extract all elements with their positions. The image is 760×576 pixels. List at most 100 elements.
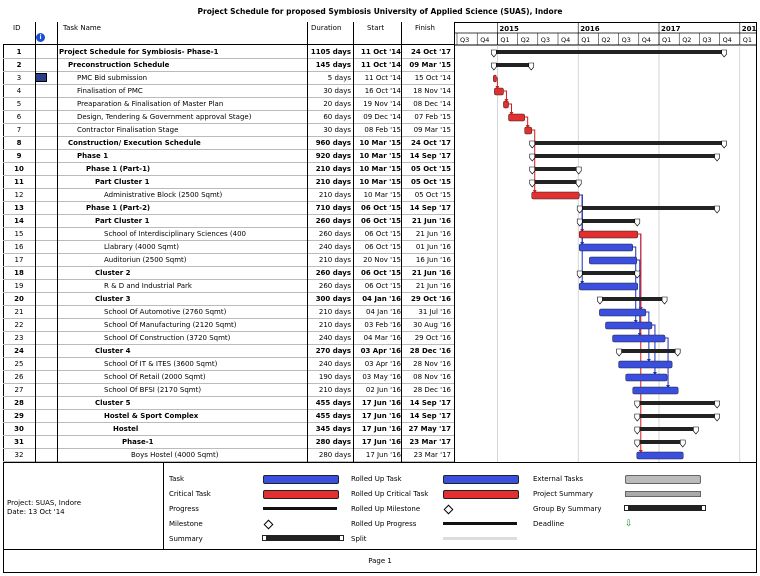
table-row[interactable]: 5 Preaparation & Finalisation of Master P…: [3, 98, 455, 111]
task-finish: 29 Oct '16: [414, 334, 451, 342]
task-duration: 210 days: [315, 165, 351, 173]
table-row[interactable]: 16 Llabrary (4000 Sqmt) 240 days 06 Oct '15…: [3, 241, 455, 254]
project-date: Date: 13 Oct '14: [7, 508, 65, 516]
table-row[interactable]: 30 Hostel 345 days 17 Jun '16 27 May '17: [3, 423, 455, 436]
task-id: 31: [14, 438, 24, 446]
critical-task-bar[interactable]: [493, 74, 497, 83]
link-arrow: [532, 190, 537, 193]
legend-label: Task: [169, 475, 185, 483]
table-row[interactable]: 24 Cluster 4 270 days 03 Apr '16 28 Dec '16: [3, 345, 455, 358]
table-row[interactable]: 11 Part Cluster 1 210 days 10 Mar '15 05 Oct…: [3, 176, 455, 189]
summary-bar[interactable]: [493, 50, 725, 54]
table-row[interactable]: 4 Finalisation of PMC 30 days 16 Oct '14 18 …: [3, 85, 455, 98]
table-row[interactable]: 23 School Of Construction (3720 Sqmt) 240 …: [3, 332, 455, 345]
critical-task-bar[interactable]: [524, 126, 532, 135]
table-row[interactable]: 3 PMC Bid submission 5 days 11 Oct '14 15 Oc…: [3, 72, 455, 85]
task-id: 1: [16, 48, 22, 56]
task-finish: 28 Dec '16: [409, 347, 451, 355]
critical-task-bar[interactable]: [531, 191, 580, 200]
task-duration: 280 days: [315, 438, 351, 446]
task-id: 19: [14, 282, 24, 290]
summary-bar[interactable]: [579, 206, 718, 210]
table-row[interactable]: 7 Contractor Finalisation Stage 30 days 08 …: [3, 124, 455, 137]
table-row[interactable]: 17 Auditoriun (2500 Sqmt) 210 days 20 Nov '…: [3, 254, 455, 267]
table-row[interactable]: 15 School of Interdisciplinary Sciences (…: [3, 228, 455, 241]
summary-bar[interactable]: [493, 63, 532, 67]
task-finish: 30 Aug '16: [413, 321, 451, 329]
table-row[interactable]: 32 Boys Hostel (4000 Sqmt) 280 days 17 Jun …: [3, 449, 455, 462]
summary-bar[interactable]: [531, 167, 580, 171]
link-arrow: [504, 99, 509, 102]
task-start: 10 Mar '15: [359, 165, 401, 173]
task-bar[interactable]: [625, 373, 668, 382]
summary-bar[interactable]: [636, 427, 697, 431]
col-duration[interactable]: Duration: [311, 24, 342, 32]
table-row[interactable]: 27 School Of BFSI (2170 Sqmt) 210 days 02 J…: [3, 384, 455, 397]
link-arrow: [495, 86, 500, 89]
table-row[interactable]: 19 R & D and Industrial Park 260 days 06 Oc…: [3, 280, 455, 293]
summary-bar[interactable]: [618, 349, 679, 353]
legend-symbol-critical: [443, 490, 519, 499]
task-bar[interactable]: [605, 321, 653, 330]
col-start[interactable]: Start: [367, 24, 385, 32]
task-bar[interactable]: [618, 360, 673, 369]
task-duration: 190 days: [318, 373, 351, 381]
task-name: School Of Retail (2000 Sqmt): [104, 373, 206, 381]
table-header: ID i Task Name Duration Start Finish: [3, 22, 455, 45]
col-finish[interactable]: Finish: [415, 24, 435, 32]
summary-bar[interactable]: [531, 141, 725, 145]
note-icon[interactable]: [35, 73, 47, 82]
summary-bar[interactable]: [636, 414, 718, 418]
summary-bar[interactable]: [599, 297, 666, 301]
table-row[interactable]: 26 School Of Retail (2000 Sqmt) 190 days 03…: [3, 371, 455, 384]
quarter-label: Q3: [622, 36, 631, 44]
critical-task-bar[interactable]: [578, 230, 639, 239]
summary-bar[interactable]: [579, 271, 638, 275]
summary-bar[interactable]: [531, 180, 580, 184]
task-start: 03 Feb '16: [364, 321, 401, 329]
task-bar[interactable]: [578, 282, 639, 291]
critical-task-bar[interactable]: [494, 87, 504, 96]
table-row[interactable]: 6 Design, Tendering & Government approval…: [3, 111, 455, 124]
table-row[interactable]: 28 Cluster 5 455 days 17 Jun '16 14 Sep '17: [3, 397, 455, 410]
task-bar[interactable]: [636, 451, 684, 460]
table-row[interactable]: 1 Project Schedule for Symbiosis- Phase-1…: [3, 46, 455, 59]
task-bar[interactable]: [599, 308, 647, 317]
task-finish: 14 Sep '17: [409, 152, 451, 160]
table-row[interactable]: 8 Construction/ Execution Schedule 960 day…: [3, 137, 455, 150]
summary-bar[interactable]: [531, 154, 718, 158]
table-row[interactable]: 31 Phase-1 280 days 17 Jun '16 23 Mar '17: [3, 436, 455, 449]
indicator-cell: [35, 85, 55, 98]
info-icon[interactable]: i: [36, 33, 45, 42]
table-row[interactable]: 18 Cluster 2 260 days 06 Oct '15 21 Jun '16: [3, 267, 455, 280]
task-duration: 710 days: [315, 204, 351, 212]
task-bar[interactable]: [612, 334, 666, 343]
table-row[interactable]: 14 Part Cluster 1 260 days 06 Oct '15 21 Jun…: [3, 215, 455, 228]
task-bar[interactable]: [578, 243, 633, 252]
table-row[interactable]: 25 School Of IT & ITES (3600 Sqmt) 240 day…: [3, 358, 455, 371]
table-row[interactable]: 29 Hostel & Sport Complex 455 days 17 Jun '…: [3, 410, 455, 423]
table-row[interactable]: 20 Cluster 3 300 days 04 Jan '16 29 Oct '16: [3, 293, 455, 306]
table-row[interactable]: 12 Administrative Block (2500 Sqmt) 210 da…: [3, 189, 455, 202]
critical-task-bar[interactable]: [503, 100, 509, 109]
task-finish: 21 Jun '16: [411, 217, 451, 225]
table-row[interactable]: 10 Phase 1 (Part-1) 210 days 10 Mar '15 05 O…: [3, 163, 455, 176]
indicator-cell: [35, 371, 55, 384]
summary-bar[interactable]: [636, 401, 718, 405]
col-task-name[interactable]: Task Name: [63, 24, 101, 32]
summary-bar[interactable]: [579, 219, 638, 223]
table-row[interactable]: 13 Phase 1 (Part-2) 710 days 06 Oct '15 14 S…: [3, 202, 455, 215]
task-bar[interactable]: [632, 386, 679, 395]
col-id[interactable]: ID: [13, 24, 21, 32]
summary-bar[interactable]: [636, 440, 684, 444]
table-row[interactable]: 22 School Of Manufacturing (2120 Sqmt) 210…: [3, 319, 455, 332]
task-start: 17 Jun '16: [361, 399, 401, 407]
critical-task-bar[interactable]: [508, 113, 525, 122]
table-row[interactable]: 2 Preconstruction Schedule 145 days 11 Oct …: [3, 59, 455, 72]
task-bar[interactable]: [589, 256, 638, 265]
table-row[interactable]: 9 Phase 1 920 days 10 Mar '15 14 Sep '17: [3, 150, 455, 163]
task-id: 14: [14, 217, 24, 225]
project-name: Project: SUAS, Indore: [7, 499, 82, 507]
task-start: 06 Oct '15: [364, 230, 401, 238]
table-row[interactable]: 21 School Of Automotive (2760 Sqmt) 210 da…: [3, 306, 455, 319]
